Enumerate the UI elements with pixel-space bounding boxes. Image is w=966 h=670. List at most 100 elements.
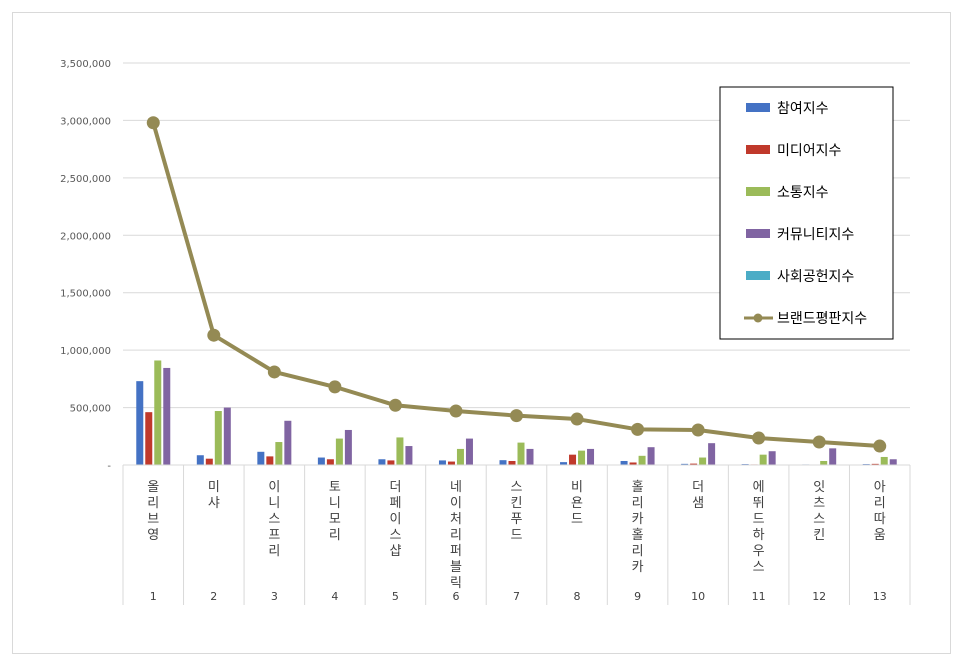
bar: [681, 463, 689, 465]
category-number: 9: [634, 590, 641, 603]
line-marker: [631, 422, 645, 436]
legend-label: 사회공헌지수: [777, 269, 854, 285]
category-number: 1: [150, 590, 157, 603]
bar: [257, 451, 265, 465]
bar: [508, 460, 516, 465]
legend-swatch: [746, 271, 770, 280]
bar: [266, 456, 274, 465]
bar: [829, 448, 837, 465]
line-marker: [691, 423, 705, 437]
y-tick-label: -: [107, 461, 111, 472]
category-number: 3: [271, 590, 278, 603]
bar: [387, 460, 395, 465]
line-marker: [267, 365, 281, 379]
bar: [284, 420, 292, 465]
line-marker: [146, 116, 160, 130]
bar: [620, 460, 628, 465]
bar: [690, 463, 698, 465]
category-number: 4: [331, 590, 338, 603]
bar: [223, 407, 231, 465]
bar: [154, 360, 162, 465]
bar: [820, 460, 828, 465]
line-marker: [752, 431, 766, 445]
chart-frame: - 500,000 1,000,000 1,500,000 2,000,000 2,500…: [12, 12, 951, 654]
legend-swatch: [746, 103, 770, 112]
bar: [275, 442, 283, 465]
line-marker: [570, 412, 584, 426]
bar: [145, 412, 153, 465]
line-marker: [449, 404, 463, 418]
y-tick-label: 1,500,000: [60, 289, 111, 300]
category-number: 2: [210, 590, 217, 603]
bar: [708, 443, 716, 465]
bar: [569, 454, 577, 465]
category-number: 10: [691, 590, 705, 603]
y-axis-labels: - 500,000 1,000,000 1,500,000 2,000,000 2,500…: [60, 59, 111, 472]
bar: [499, 460, 507, 465]
bar: [699, 457, 707, 465]
bar: [768, 451, 776, 465]
bar: [438, 460, 446, 465]
legend-box: [719, 86, 894, 340]
bar: [629, 462, 637, 465]
bar: [526, 448, 534, 465]
chart-svg: - 500,000 1,000,000 1,500,000 2,000,000 2,500…: [60, 59, 911, 605]
bar: [587, 448, 595, 465]
line-marker: [510, 409, 523, 423]
bar: [205, 458, 213, 465]
line-marker: [873, 439, 887, 453]
category-number: 12: [812, 590, 826, 603]
bar: [560, 462, 568, 465]
bar: [344, 429, 352, 465]
bar: [405, 446, 413, 465]
line-series: [146, 116, 887, 453]
legend-marker: [753, 313, 763, 323]
bar: [578, 450, 586, 465]
bar: [396, 437, 404, 465]
bar: [871, 463, 879, 465]
gridlines: [123, 62, 910, 409]
x-axis: 올 리 브 영 1 미 샤 2 이 니 스 프 리 3 토 니 모 리 4 더 페 이 스 샵 5 네 이 처 리 퍼 블 릭6 스 킨 푸 드 7 비 욘…: [122, 464, 911, 605]
line-marker: [812, 435, 826, 449]
legend-label: 소통지수: [777, 185, 829, 201]
legend-swatch: [746, 229, 770, 238]
line-marker: [328, 380, 342, 394]
legend-swatch: [746, 145, 770, 154]
bar: [465, 438, 473, 465]
legend-label: 참여지수: [777, 101, 829, 117]
bar: [317, 457, 325, 465]
y-tick-label: 2,500,000: [60, 174, 111, 185]
y-tick-label: 3,500,000: [60, 59, 111, 70]
y-tick-label: 2,000,000: [60, 231, 111, 242]
bar: [196, 455, 204, 465]
bar: [335, 438, 343, 465]
category-number: 7: [513, 590, 520, 603]
bar: [214, 411, 222, 465]
bar: [378, 459, 386, 465]
bar: [136, 381, 144, 465]
bar: [889, 459, 897, 465]
y-tick-label: 3,000,000: [60, 116, 111, 127]
bar: [326, 459, 334, 465]
bar: [447, 461, 455, 465]
category-number: 13: [873, 590, 887, 603]
category-number: 6: [452, 590, 459, 603]
category-number: 5: [392, 590, 399, 603]
legend-swatch: [746, 187, 770, 196]
line-marker: [207, 328, 221, 342]
bar: [517, 442, 525, 465]
bar: [880, 456, 888, 465]
